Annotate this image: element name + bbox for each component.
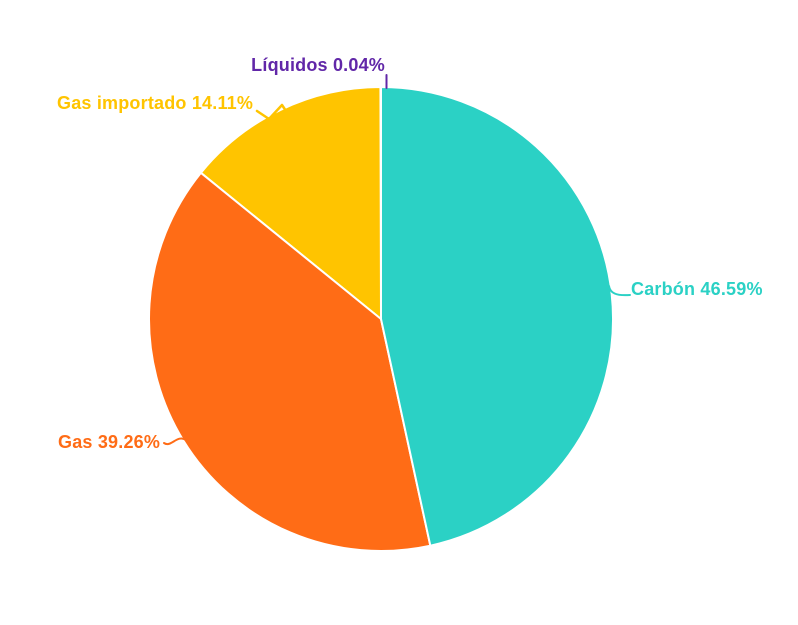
callout-line-gas-importado — [255, 103, 288, 121]
pie-slice-carb-n[interactable] — [380, 86, 615, 547]
pie-slice-gas[interactable] — [148, 171, 432, 553]
slice-label-gas: Gas 39.26% — [58, 432, 161, 452]
slice-label-gas-importado: Gas importado 14.11% — [57, 93, 254, 113]
callout-line-carbon — [608, 285, 631, 297]
slice-label-liquidos: Líquidos 0.04% — [251, 55, 385, 75]
slice-label-carbon: Carbón 46.59% — [631, 279, 763, 299]
pie-slice-gas-importado[interactable] — [199, 86, 382, 320]
callout-line-gas — [163, 437, 187, 446]
